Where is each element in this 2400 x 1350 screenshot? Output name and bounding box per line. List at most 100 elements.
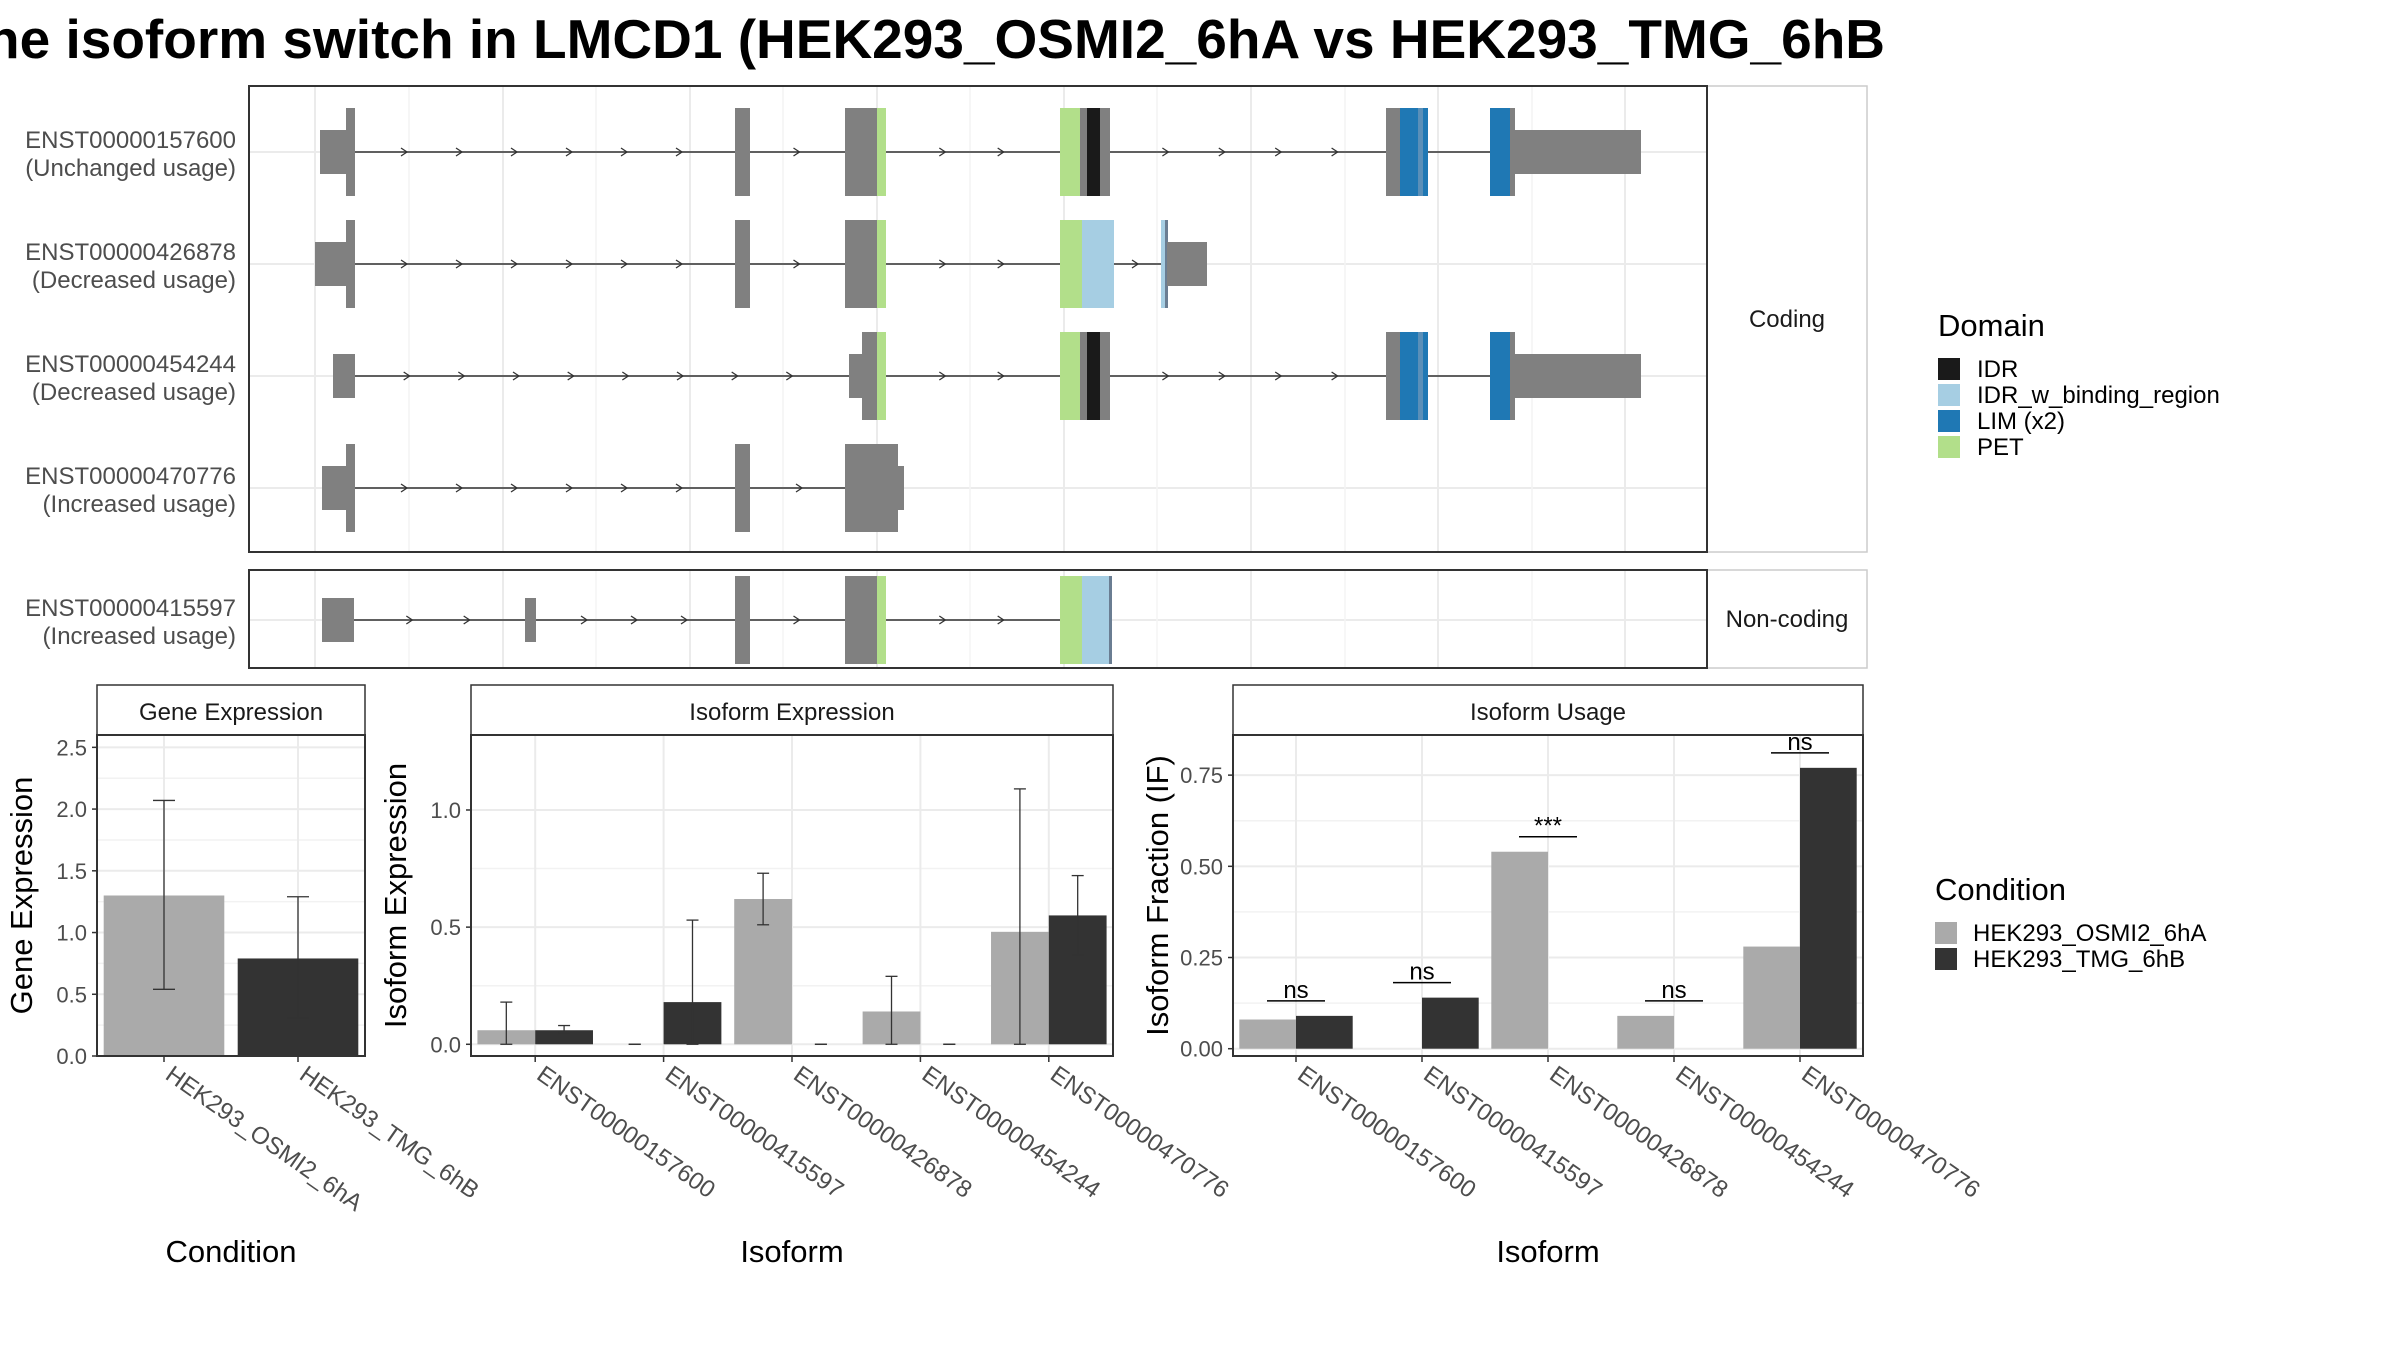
exon (322, 466, 347, 510)
domain-PET (1060, 220, 1082, 308)
intron-arrow (675, 259, 684, 269)
y-tick-label: 0.0 (430, 1032, 461, 1057)
intron-arrow (510, 259, 519, 269)
intron-arrow (793, 147, 801, 157)
exon (849, 354, 864, 398)
intron-arrow (455, 259, 464, 269)
transcript-usage-label: (Unchanged usage) (25, 155, 236, 182)
exon (1161, 220, 1167, 308)
domain-IDR-binding (1082, 576, 1110, 664)
y-tick-label: 2.5 (56, 735, 87, 760)
facet-strip (96, 684, 366, 736)
intron-arrow (565, 483, 574, 493)
facet-strip (1706, 569, 1868, 669)
exon (845, 108, 877, 196)
transcript-id-label: ENST00000470776 (25, 463, 236, 490)
y-tick-label: 1.0 (430, 798, 461, 823)
intron-arrow (680, 615, 689, 625)
intron-arrow (512, 371, 521, 381)
domain-PET (1060, 576, 1082, 664)
exon (1165, 220, 1168, 308)
domain-PET (877, 332, 886, 420)
intron-arrow (1162, 147, 1170, 157)
domain-PET (877, 108, 886, 196)
y-tick-label: 0.75 (1180, 763, 1223, 788)
y-tick-label: 1.0 (56, 921, 87, 946)
domain-LIM (1490, 108, 1510, 196)
intron-arrow (1274, 147, 1283, 157)
structure-panel-bg (249, 86, 1707, 552)
panel-border (96, 734, 366, 1057)
intron-arrow (793, 615, 801, 625)
domain-PET (1060, 108, 1080, 196)
intron-arrow (567, 371, 575, 381)
domain-IDR (1087, 332, 1100, 420)
intron-arrow (1218, 371, 1226, 381)
intron-arrow (731, 371, 739, 381)
domain-PET (877, 576, 886, 664)
exon (735, 220, 750, 308)
bar-charts: Gene Expression0.00.51.01.52.02.5HEK293_… (4, 684, 1985, 1269)
legend-key-idr (1938, 358, 1960, 380)
y-axis-title: Isoform Expression (378, 763, 413, 1028)
legend-label: HEK293_TMG_6hB (1973, 946, 2185, 973)
domain-LIM (1490, 332, 1510, 420)
legend-key-condition (1935, 948, 1957, 970)
bar (1491, 851, 1548, 1049)
domain-LIM (1423, 332, 1428, 420)
intron-arrow (463, 615, 471, 625)
intron-arrow (675, 483, 684, 493)
legend-key-pet (1938, 436, 1960, 458)
exon (1515, 130, 1641, 174)
y-tick-label: 2.0 (56, 797, 87, 822)
exon (1510, 108, 1515, 196)
y-axis-title: Gene Expression (4, 777, 39, 1015)
domain-LIM (1400, 332, 1418, 420)
exon (1167, 242, 1207, 286)
intron-arrow (938, 371, 947, 381)
facet-strip-label: Non-coding (1726, 606, 1849, 633)
domain-IDR-binding (1082, 220, 1114, 308)
domain-IDR (1087, 108, 1100, 196)
transcript-id-label: ENST00000426878 (25, 239, 236, 266)
exon (735, 576, 750, 664)
chart-title: Isoform Usage (1470, 699, 1626, 726)
intron-arrow (455, 483, 464, 493)
intron-arrow (795, 483, 804, 493)
y-tick-label: 0.50 (1180, 854, 1223, 879)
y-tick-label: 1.5 (56, 859, 87, 884)
x-axis-title: Isoform (1496, 1234, 1599, 1269)
intron-arrow (1162, 371, 1170, 381)
facet-strip (1706, 85, 1868, 553)
significance-label: ns (1661, 977, 1686, 1004)
intron-arrow (400, 147, 409, 157)
y-tick-label: 0.0 (56, 1044, 87, 1069)
transcript-usage-label: (Increased usage) (43, 491, 236, 518)
exon (1386, 108, 1400, 196)
intron-arrow (580, 615, 589, 625)
transcript-id-label: ENST00000157600 (25, 127, 236, 154)
exon (1418, 108, 1423, 196)
intron-arrow (620, 147, 629, 157)
condition-legend-title: Condition (1935, 872, 2066, 907)
facet-strip (1232, 684, 1864, 736)
intron-arrow (938, 615, 947, 625)
exon (1510, 332, 1515, 420)
exon (1100, 332, 1110, 420)
facet-strip (470, 684, 1114, 736)
panel-border (248, 569, 1708, 669)
legend-key-idr-w-binding-region (1938, 384, 1960, 406)
y-tick-label: 0.5 (56, 982, 87, 1007)
intron-arrow (403, 371, 411, 381)
intron-arrow (997, 371, 1005, 381)
intron-arrow (1331, 371, 1339, 381)
exon (346, 220, 355, 308)
legend-label: IDR (1977, 356, 2018, 383)
intron-arrow (510, 483, 519, 493)
intron-arrow (1131, 259, 1140, 269)
significance-label: ns (1283, 977, 1308, 1004)
y-tick-label: 0.25 (1180, 946, 1223, 971)
intron-arrow (565, 147, 574, 157)
intron-arrow (1274, 371, 1283, 381)
x-axis-title: Isoform (740, 1234, 843, 1269)
